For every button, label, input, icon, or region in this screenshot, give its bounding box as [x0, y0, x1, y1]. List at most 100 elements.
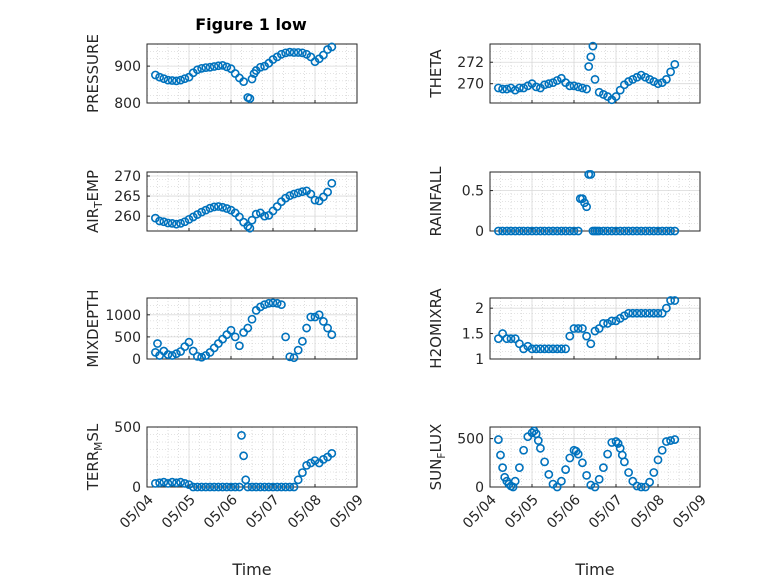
- data-point: [586, 170, 596, 179]
- data-point: [590, 482, 600, 492]
- data-point: [276, 482, 286, 492]
- data-point: [226, 482, 236, 492]
- data-point: [327, 42, 337, 52]
- data-point: [510, 85, 520, 95]
- data-point: [167, 76, 177, 85]
- data-point: [653, 79, 663, 89]
- data-point: [540, 457, 549, 467]
- data-point: [255, 62, 265, 72]
- data-point: [167, 218, 177, 228]
- data-point: [624, 226, 633, 236]
- data-point: [192, 351, 202, 361]
- data-point: [302, 323, 311, 333]
- data-point: [285, 47, 295, 57]
- data-point: [306, 312, 316, 322]
- data-point: [544, 470, 554, 479]
- data-point: [247, 215, 257, 225]
- data-point: [201, 63, 211, 72]
- data-point: [323, 187, 332, 197]
- data-point: [180, 74, 190, 84]
- data-point: [218, 60, 227, 70]
- data-point: [632, 226, 642, 236]
- data-point: [645, 75, 654, 84]
- data-point: [239, 451, 248, 461]
- data-point: [582, 202, 591, 212]
- data-point: [285, 191, 295, 201]
- data-point: [632, 308, 642, 318]
- data-point: [213, 61, 223, 71]
- data-point: [192, 482, 202, 492]
- axis-border: [489, 297, 701, 360]
- data-point: [565, 331, 575, 341]
- data-point: [506, 226, 516, 236]
- y-axis-label: THETA: [427, 49, 445, 99]
- data-point: [209, 482, 219, 492]
- data-point: [599, 319, 608, 328]
- data-point: [506, 83, 516, 93]
- data-point: [502, 226, 512, 236]
- data-point: [578, 324, 587, 333]
- data-point: [150, 478, 160, 488]
- data-point: [557, 344, 566, 354]
- data-point: [213, 202, 223, 211]
- data-point: [540, 344, 549, 354]
- data-point: [293, 188, 303, 198]
- data-point: [628, 308, 638, 318]
- data-point: [565, 81, 575, 91]
- data-point: [318, 317, 328, 326]
- data-point: [272, 298, 282, 308]
- data-point: [586, 480, 596, 490]
- data-point: [155, 478, 164, 488]
- subplot-air-temp: 260 265 270 AIRTEMP: [84, 169, 358, 233]
- data-point: [552, 482, 562, 492]
- data-point: [531, 82, 541, 92]
- data-point: [510, 334, 520, 344]
- y-tick-label: 260: [114, 209, 141, 225]
- data-point: [314, 310, 324, 320]
- figure-title: Figure 1 low: [195, 15, 307, 34]
- data-point: [594, 87, 604, 97]
- data-point: [628, 75, 638, 84]
- data-point: [632, 72, 642, 82]
- data-point: [251, 482, 261, 492]
- data-point: [662, 437, 671, 446]
- y-axis-label: H2OMIXRA: [427, 288, 445, 369]
- data-point: [167, 351, 177, 360]
- data-point: [613, 439, 623, 448]
- data-point: [657, 226, 667, 236]
- data-point: [285, 352, 295, 362]
- data-point: [285, 482, 295, 492]
- data-point: [603, 449, 612, 459]
- data-point: [268, 482, 278, 492]
- data-point: [586, 339, 596, 349]
- data-point: [498, 329, 507, 338]
- data-point: [297, 336, 307, 346]
- data-point: [636, 70, 646, 80]
- y-axis-label: RAINFALL: [427, 166, 445, 237]
- y-tick-label: 0: [475, 224, 484, 240]
- data-point: [180, 478, 190, 488]
- data-point: [243, 323, 253, 333]
- data-point: [171, 76, 181, 86]
- data-point: [245, 94, 255, 103]
- data-point: [167, 477, 177, 487]
- data-point: [561, 226, 570, 236]
- data-point: [552, 344, 562, 354]
- data-point: [519, 83, 528, 93]
- data-point: [205, 482, 215, 492]
- data-point: [498, 84, 507, 94]
- subplot-rainfall: 0 0.5 RAINFALL: [427, 166, 701, 240]
- data-point: [276, 300, 286, 310]
- data-point: [611, 437, 621, 446]
- data-point: [264, 482, 274, 492]
- data-point: [620, 226, 629, 236]
- data-point: [615, 85, 625, 95]
- data-point: [536, 344, 545, 354]
- subplot-pressure: 800 900 PRESSURE: [84, 34, 358, 113]
- data-point: [159, 217, 169, 227]
- axis-border: [146, 43, 358, 104]
- data-point: [255, 482, 265, 492]
- data-point: [310, 195, 320, 205]
- data-point: [573, 449, 583, 459]
